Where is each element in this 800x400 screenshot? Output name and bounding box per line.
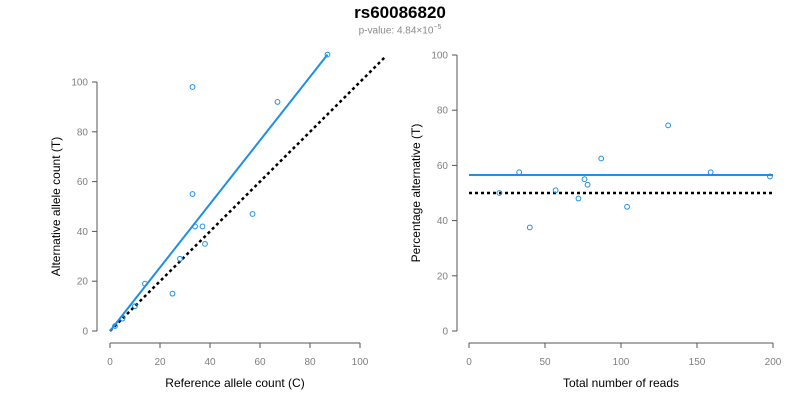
right-data-point [575, 195, 582, 202]
right-data-point [526, 224, 533, 231]
right-y-tick-label: 80 [437, 106, 449, 117]
p-value-text: p-value: 4.84×10 [358, 25, 434, 37]
left-data-point [324, 51, 331, 58]
right-data-point [496, 190, 503, 196]
right-y-tick-label: 40 [437, 216, 449, 227]
right-y-tick-label: 100 [431, 51, 448, 62]
left-data-point [199, 223, 206, 230]
right-data-point [767, 173, 773, 180]
left-data-point [169, 290, 176, 297]
left-data-point [177, 255, 183, 262]
left-y-tick-label: 60 [77, 177, 89, 188]
right-data-point [552, 187, 559, 194]
right-data-point [584, 181, 591, 188]
right-y-tick-label: 0 [442, 327, 448, 338]
left-data-point [189, 191, 196, 197]
right-x-tick-label: 0 [466, 357, 472, 368]
left-reference-line [109, 56, 386, 332]
left-data-point [189, 84, 196, 90]
right-x-axis-title: Total number of reads [563, 376, 679, 390]
right-x-tick-label: 100 [613, 357, 630, 368]
chart-title: rs60086820 [354, 3, 446, 22]
left-x-tick-label: 100 [352, 357, 369, 368]
right-data-point [624, 203, 630, 210]
left-data-point [274, 99, 281, 105]
left-x-tick-label: 0 [107, 357, 113, 368]
chart-subtitle: p-value: 4.84×10−5 [0, 24, 800, 36]
left-x-tick-label: 40 [204, 357, 216, 368]
right-x-tick-label: 200 [765, 357, 782, 368]
right-data-point [707, 169, 714, 176]
left-data-point [202, 240, 208, 247]
left-data-point [249, 211, 256, 217]
left-y-tick-label: 40 [77, 227, 89, 238]
left-x-tick-label: 60 [254, 357, 266, 368]
left-fit-line [109, 53, 329, 332]
right-data-point [665, 122, 672, 129]
scatter-panel-right: 0 50 100 150 200 0 20 40 60 80 100 Total number of … [409, 51, 782, 391]
right-y-axis-title: Percentage alternative (T) [409, 124, 423, 263]
left-x-tick-label: 20 [154, 357, 166, 368]
left-y-tick-label: 100 [71, 78, 88, 89]
left-y-tick-label: 80 [77, 127, 89, 138]
left-data-point [112, 323, 118, 329]
right-data-point [598, 155, 605, 162]
right-y-tick-label: 20 [437, 271, 449, 282]
left-data-point [192, 223, 198, 230]
left-y-tick-label: 20 [77, 277, 89, 288]
left-data-point [142, 280, 148, 287]
left-data-point [132, 303, 138, 310]
right-x-tick-label: 150 [689, 357, 706, 368]
left-x-axis-title: Reference allele count (C) [165, 376, 304, 390]
right-x-tick-label: 50 [539, 357, 551, 368]
left-x-tick-label: 80 [304, 357, 316, 368]
left-y-tick-label: 0 [82, 327, 88, 338]
p-value-exponent: −5 [433, 24, 442, 31]
right-data-point [581, 176, 588, 183]
left-y-axis-title: Alternative allele count (T) [49, 137, 63, 276]
right-data-point [516, 169, 523, 176]
left-data-point [119, 315, 126, 322]
right-y-tick-label: 60 [437, 161, 449, 172]
scatter-panel-left: 0 20 40 60 80 100 0 20 40 60 80 100 Reference allele… [49, 51, 386, 390]
